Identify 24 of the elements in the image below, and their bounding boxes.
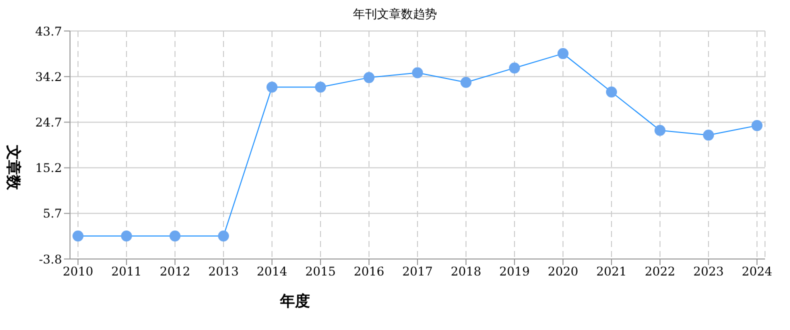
x-tick-label: 2015 <box>305 264 336 279</box>
y-axis-title: 文章数 <box>4 144 23 191</box>
y-tick-label: -3.8 <box>38 252 62 266</box>
x-tick-label: 2013 <box>208 264 239 279</box>
x-axis-title: 年度 <box>280 292 310 311</box>
x-tick-label: 2011 <box>111 264 142 279</box>
chart-title: 年刊文章数趋势 <box>352 6 438 23</box>
y-tick-label: 5.7 <box>42 206 62 221</box>
x-tick-label: 2012 <box>160 264 190 279</box>
x-tick-label: 2019 <box>499 264 530 279</box>
x-tick-label: 2023 <box>693 264 724 279</box>
x-tick-label: 2021 <box>596 264 627 279</box>
x-tick-label: 2010 <box>62 264 94 279</box>
x-tick-label: 2024 <box>742 264 773 279</box>
x-tick-label: 2014 <box>256 264 288 279</box>
x-tick-label: 2016 <box>354 264 384 279</box>
x-tick-label: 2017 <box>402 264 433 279</box>
x-tick-label: 2022 <box>644 264 676 279</box>
x-tick-label: 2020 <box>548 264 578 279</box>
y-tick-label: 34.2 <box>35 70 62 84</box>
x-tick-label: 2018 <box>450 264 482 279</box>
y-tick-label: 24.7 <box>35 115 62 130</box>
y-tick-label: 15.2 <box>35 161 62 176</box>
y-tick-label: 43.7 <box>35 24 62 38</box>
